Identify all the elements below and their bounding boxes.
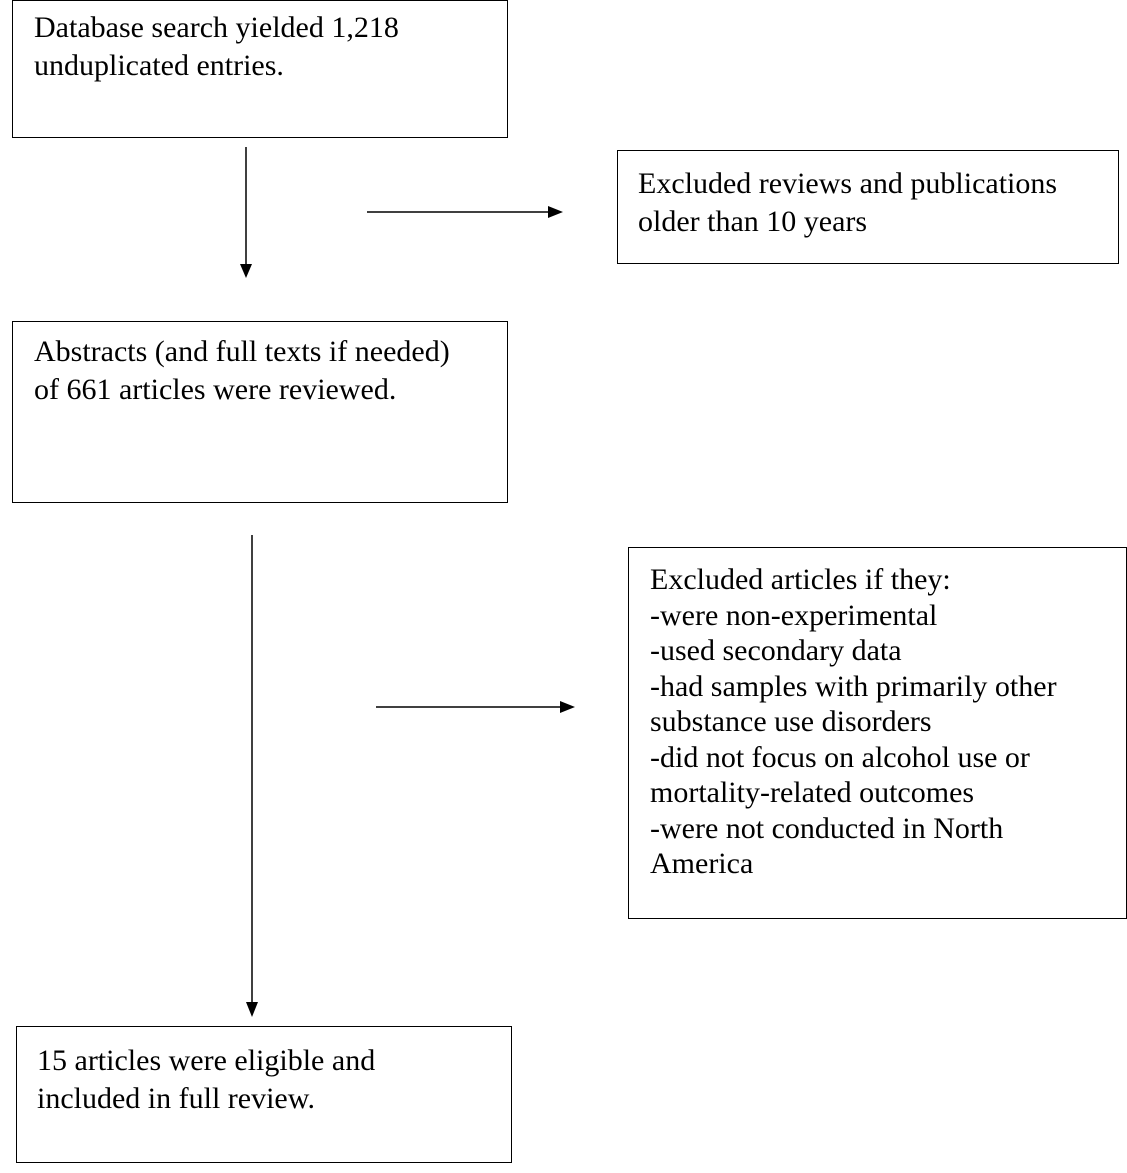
exclusion-criteria-line-1: Excluded articles if they: [650, 563, 951, 596]
exclusion-box-criteria: Excluded articles if they: -were non-exp… [628, 547, 1127, 919]
exclusion-reviews-text: Excluded reviews and publications older … [618, 151, 1118, 241]
abstracts-reviewed-line-1: Abstracts (and full texts if needed) [34, 335, 450, 368]
exclusion-criteria-line-9: America [650, 847, 754, 880]
exclusion-criteria-text: Excluded articles if they: -were non-exp… [629, 548, 1126, 882]
included-articles-text: 15 articles were eligible and included i… [17, 1027, 511, 1118]
abstracts-reviewed-box: Abstracts (and full texts if needed) of … [12, 321, 508, 503]
arrow-to-exclusion-1-head [548, 206, 563, 218]
exclusion-criteria-line-6: -did not focus on alcohol use or [650, 740, 1030, 774]
arrow-to-exclusion-2-head [560, 701, 575, 713]
exclusion-criteria-line-5: substance use disorders [650, 705, 932, 738]
included-articles-line-2: included in full review. [37, 1082, 315, 1115]
search-results-line-1: Database search yielded 1,218 [34, 11, 399, 44]
exclusion-criteria-line-8: -were not conducted in North [650, 811, 1004, 845]
exclusion-criteria-line-3: -used secondary data [650, 634, 902, 667]
search-results-box: Database search yielded 1,218 unduplicat… [12, 0, 508, 138]
search-results-line-2: unduplicated entries. [34, 49, 284, 82]
arrow-abstracts-to-included-head [246, 1002, 258, 1017]
abstracts-reviewed-text: Abstracts (and full texts if needed) of … [13, 322, 507, 409]
included-articles-line-1: 15 articles were eligible and [37, 1044, 376, 1077]
included-articles-box: 15 articles were eligible and included i… [16, 1026, 512, 1163]
exclusion-criteria-line-4: -had samples with primarily other [650, 669, 1057, 703]
abstracts-reviewed-line-2: of 661 articles were reviewed. [34, 373, 397, 406]
search-results-text: Database search yielded 1,218 unduplicat… [13, 1, 507, 85]
exclusion-reviews-line-2: older than 10 years [638, 205, 868, 238]
arrow-search-to-abstracts-head [240, 264, 252, 278]
exclusion-criteria-line-2: -were non-experimental [650, 598, 938, 632]
exclusion-criteria-line-7: mortality-related outcomes [650, 776, 975, 809]
exclusion-box-reviews: Excluded reviews and publications older … [617, 150, 1119, 264]
exclusion-reviews-line-1: Excluded reviews and publications [638, 167, 1058, 200]
